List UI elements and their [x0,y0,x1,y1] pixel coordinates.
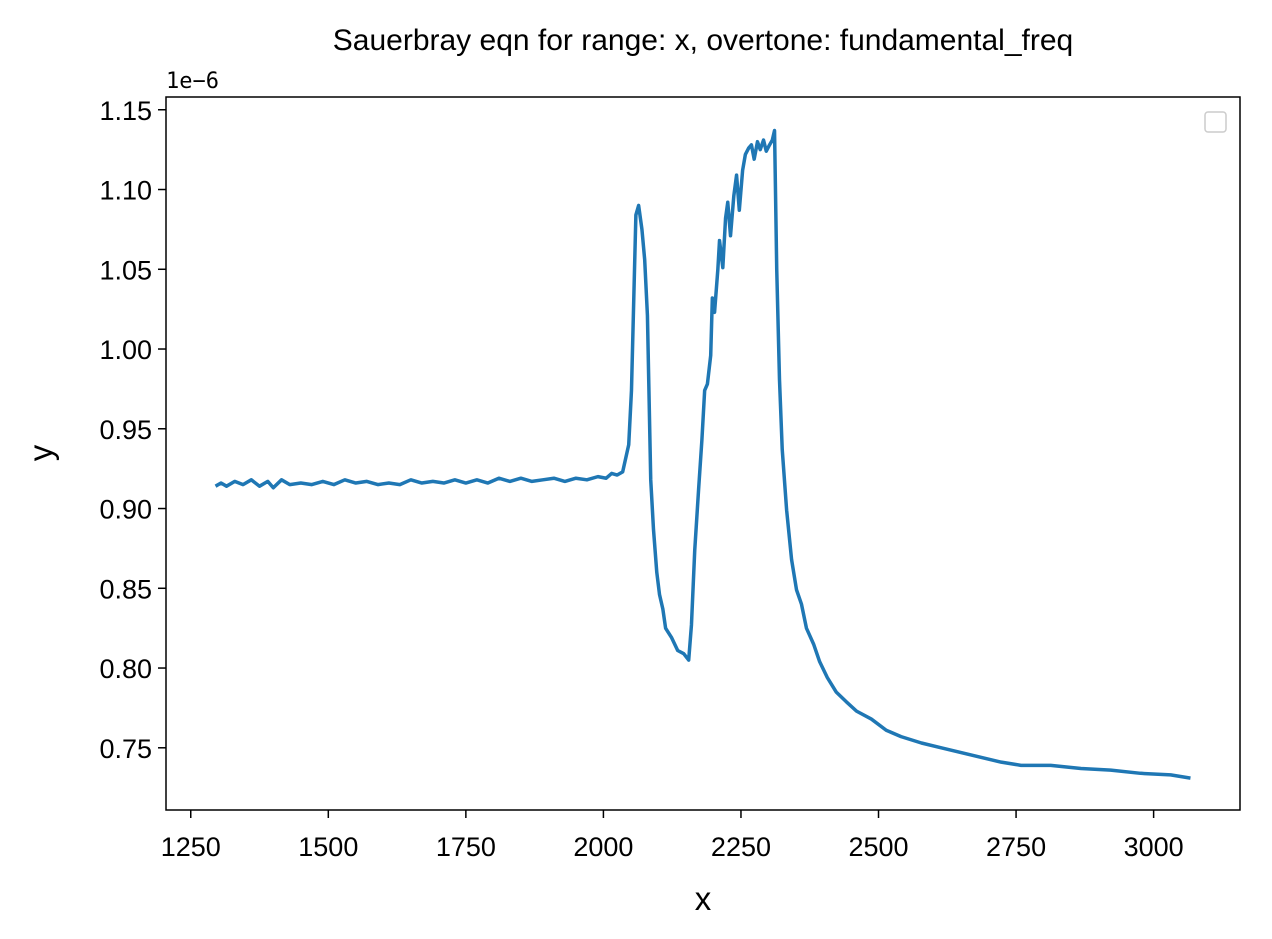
y-tick-label: 0.95 [99,415,152,445]
y-tick-label: 1.10 [99,176,152,206]
offset-text: 1e−6 [166,69,219,94]
y-tick-label: 1.00 [99,335,152,365]
y-tick-label: 1.15 [99,96,152,126]
legend [1204,111,1227,133]
data-line [214,128,1191,780]
y-axis-label: y [22,444,59,461]
x-tick-label: 2500 [848,832,908,862]
x-tick-label: 2250 [711,832,771,862]
x-tick-label: 1250 [161,832,221,862]
y-tick-label: 0.85 [99,574,152,604]
y-tick-label: 0.75 [99,734,152,764]
x-tick-label: 1750 [436,832,496,862]
x-tick-label: 2750 [986,832,1046,862]
chart-title: Sauerbray eqn for range: x, overtone: fu… [333,24,1073,57]
x-tick-label: 1500 [298,832,358,862]
y-tick-label: 1.05 [99,255,152,285]
x-axis-label: x [695,880,712,917]
x-tick-label: 3000 [1124,832,1184,862]
x-tick-label: 2000 [573,832,633,862]
y-tick-label: 0.80 [99,654,152,684]
axes-frame [165,96,1241,811]
y-tick-label: 0.90 [99,495,152,525]
